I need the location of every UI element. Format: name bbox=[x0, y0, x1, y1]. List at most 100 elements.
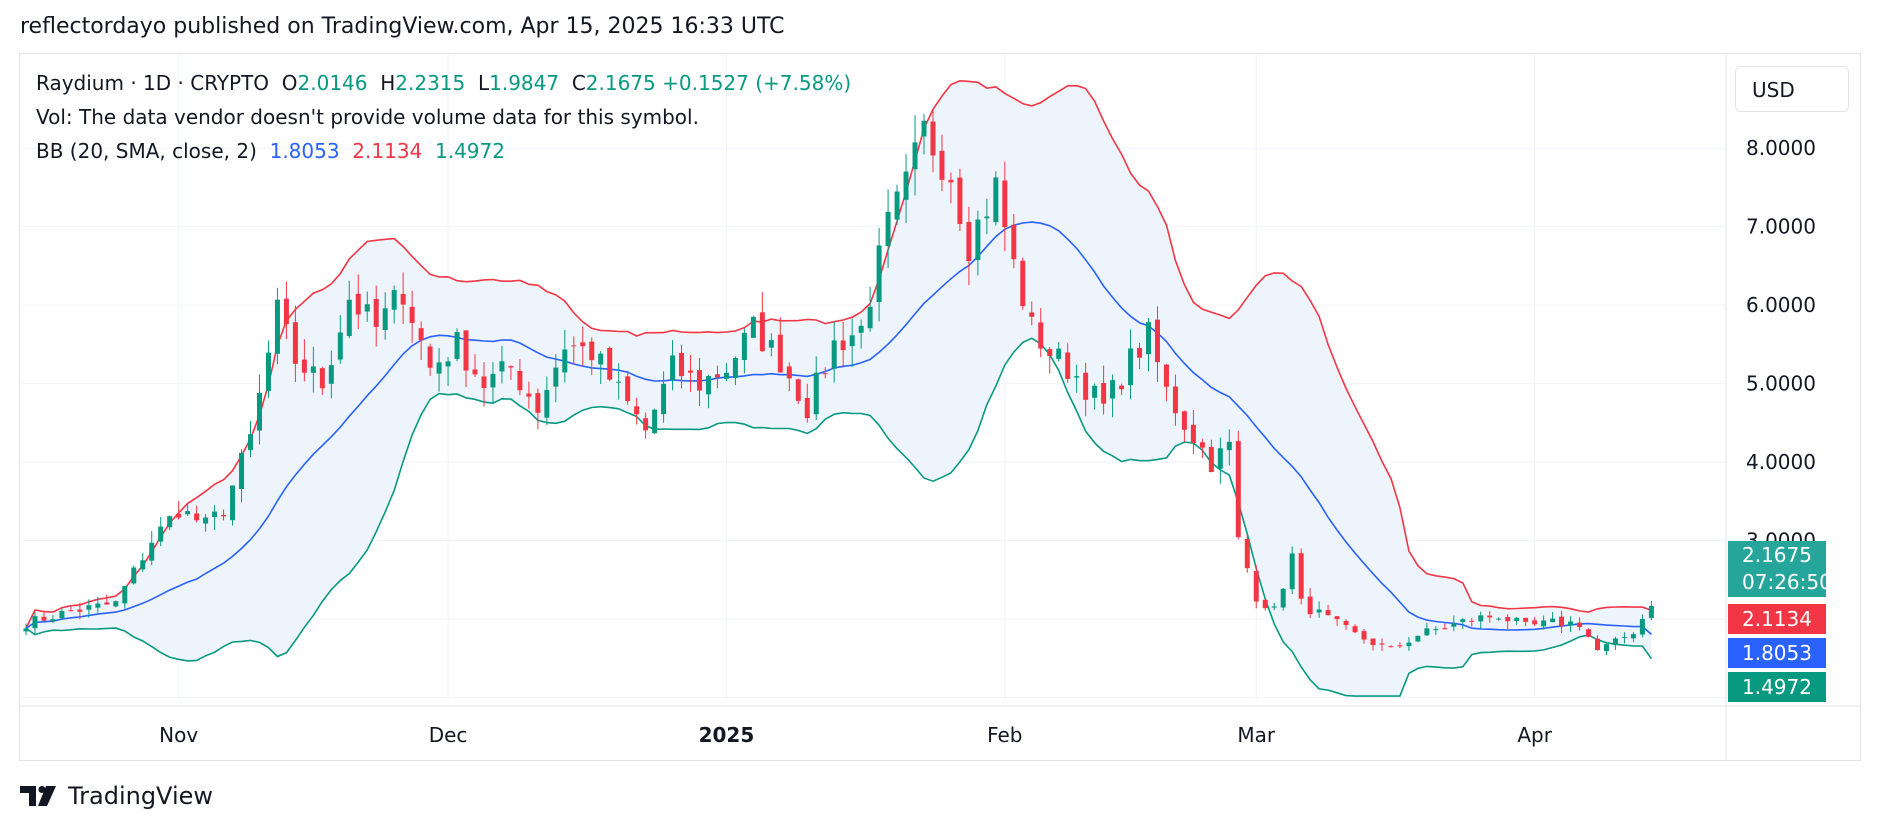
candle bbox=[714, 365, 720, 389]
candle-body bbox=[759, 312, 765, 352]
candle bbox=[1029, 301, 1035, 326]
candle bbox=[553, 354, 559, 403]
x-tick-label: Apr bbox=[1517, 723, 1552, 747]
candle bbox=[328, 350, 334, 399]
candle bbox=[634, 397, 640, 425]
candle-body bbox=[903, 171, 909, 200]
candle-body bbox=[957, 177, 963, 224]
candle bbox=[1343, 619, 1349, 630]
candle-body bbox=[1289, 553, 1295, 590]
candle-body bbox=[849, 335, 855, 347]
candle-body bbox=[688, 370, 694, 373]
candle bbox=[508, 365, 514, 381]
candle-body bbox=[975, 219, 981, 260]
candle-body bbox=[1487, 615, 1493, 618]
bb-lower-value: 1.4972 bbox=[435, 139, 505, 163]
candle bbox=[472, 354, 478, 377]
candle-body bbox=[723, 372, 729, 379]
candle-body bbox=[1361, 631, 1367, 640]
x-tick-label: Dec bbox=[429, 723, 468, 747]
y-tick-label: 8.0000 bbox=[1746, 136, 1816, 160]
candle-body bbox=[1370, 638, 1376, 646]
candle-body bbox=[697, 370, 702, 391]
candle bbox=[499, 346, 505, 384]
candle bbox=[921, 113, 927, 155]
candle-body bbox=[490, 373, 496, 388]
tradingview-logo[interactable]: TradingView bbox=[20, 780, 213, 812]
candle-body bbox=[212, 511, 218, 518]
candle-body bbox=[1603, 644, 1609, 652]
candle bbox=[194, 505, 200, 523]
candle bbox=[319, 366, 325, 395]
candle-body bbox=[391, 290, 397, 310]
candle bbox=[867, 286, 873, 332]
candle bbox=[1163, 363, 1169, 401]
candle-body bbox=[113, 601, 119, 607]
close-price-tag: 2.1675 07:26:50 bbox=[1728, 541, 1832, 597]
candle-body bbox=[705, 376, 711, 395]
candle bbox=[1397, 642, 1403, 649]
candle bbox=[786, 362, 792, 392]
candle bbox=[436, 348, 442, 392]
candle-body bbox=[1496, 618, 1502, 620]
candle bbox=[1244, 533, 1250, 573]
candle-body bbox=[95, 603, 101, 608]
candle bbox=[1559, 610, 1565, 633]
candle-body bbox=[185, 511, 191, 515]
low-label: L bbox=[477, 71, 490, 95]
candle bbox=[1523, 617, 1529, 627]
candle bbox=[140, 553, 146, 572]
candle-body bbox=[1523, 617, 1529, 622]
low-value: 1.9847 bbox=[489, 71, 560, 95]
candle bbox=[1092, 383, 1098, 410]
candle bbox=[212, 505, 218, 530]
candle-body bbox=[319, 368, 325, 389]
candle-body bbox=[481, 376, 487, 388]
candle-body bbox=[1460, 619, 1466, 623]
candle-body bbox=[1433, 629, 1439, 631]
bb-lower-line bbox=[25, 337, 1653, 697]
candle bbox=[984, 198, 990, 235]
candle-body bbox=[1190, 424, 1196, 443]
candle bbox=[265, 340, 271, 398]
candle-body bbox=[310, 366, 316, 373]
candle bbox=[643, 412, 649, 439]
candle-body bbox=[265, 352, 271, 392]
candle-body bbox=[966, 222, 972, 262]
chart-pane[interactable] bbox=[19, 53, 1861, 761]
candle bbox=[1460, 617, 1466, 629]
candle bbox=[723, 362, 729, 382]
candle-body bbox=[939, 150, 945, 180]
candle bbox=[418, 321, 424, 361]
candle bbox=[185, 504, 191, 516]
candle-body bbox=[1271, 606, 1277, 608]
candle-body bbox=[652, 409, 658, 434]
candle bbox=[607, 346, 613, 382]
candle bbox=[1289, 546, 1295, 594]
candle bbox=[544, 376, 550, 425]
candle bbox=[122, 585, 128, 609]
candle bbox=[1451, 615, 1457, 632]
candle bbox=[526, 381, 532, 409]
candle bbox=[445, 356, 451, 386]
candle bbox=[894, 184, 900, 226]
candle bbox=[1514, 616, 1520, 625]
candle-body bbox=[1056, 348, 1062, 359]
candle bbox=[1307, 588, 1313, 618]
candle-body bbox=[203, 517, 209, 524]
candle-body bbox=[1128, 348, 1134, 386]
candle bbox=[203, 514, 209, 532]
candle bbox=[795, 378, 801, 405]
candle bbox=[598, 351, 604, 385]
candle-body bbox=[643, 418, 649, 431]
y-tick-label: 5.0000 bbox=[1746, 372, 1816, 396]
candle bbox=[517, 359, 523, 396]
candle bbox=[1316, 601, 1322, 618]
currency-button[interactable]: USD bbox=[1735, 66, 1849, 112]
candle-body bbox=[68, 610, 74, 612]
candle-body bbox=[1621, 636, 1627, 638]
candle-body bbox=[445, 361, 451, 367]
candle bbox=[77, 602, 83, 620]
candle bbox=[1217, 437, 1223, 484]
